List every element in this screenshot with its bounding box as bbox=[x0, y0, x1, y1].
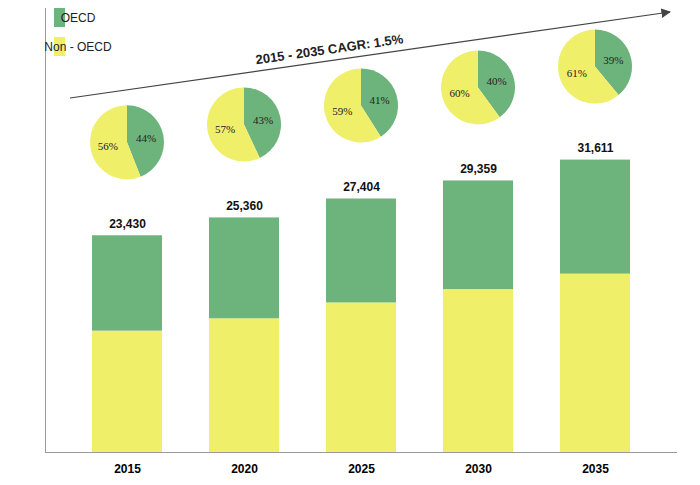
svg-text:56%: 56% bbox=[98, 140, 118, 152]
svg-text:39%: 39% bbox=[603, 54, 623, 66]
svg-text:61%: 61% bbox=[567, 67, 587, 79]
svg-text:57%: 57% bbox=[215, 123, 235, 135]
svg-text:59%: 59% bbox=[332, 105, 352, 117]
svg-text:27,404: 27,404 bbox=[343, 180, 380, 194]
svg-text:23,430: 23,430 bbox=[109, 217, 146, 231]
svg-text:2030: 2030 bbox=[465, 462, 492, 476]
svg-text:40%: 40% bbox=[486, 75, 506, 87]
svg-text:OECD: OECD bbox=[61, 11, 96, 25]
svg-text:41%: 41% bbox=[370, 94, 390, 106]
svg-text:2015: 2015 bbox=[114, 462, 141, 476]
svg-text:2020: 2020 bbox=[231, 462, 258, 476]
svg-text:44%: 44% bbox=[136, 132, 156, 144]
svg-text:43%: 43% bbox=[253, 114, 273, 126]
svg-text:2035: 2035 bbox=[582, 462, 609, 476]
svg-text:2015 - 2035 CAGR: 1.5%: 2015 - 2035 CAGR: 1.5% bbox=[255, 31, 405, 67]
svg-text:60%: 60% bbox=[449, 87, 469, 99]
svg-text:Non - OECD: Non - OECD bbox=[44, 40, 112, 54]
svg-text:29,359: 29,359 bbox=[460, 162, 497, 176]
svg-text:2025: 2025 bbox=[348, 462, 375, 476]
svg-text:25,360: 25,360 bbox=[226, 199, 263, 213]
svg-text:31,611: 31,611 bbox=[577, 141, 613, 155]
